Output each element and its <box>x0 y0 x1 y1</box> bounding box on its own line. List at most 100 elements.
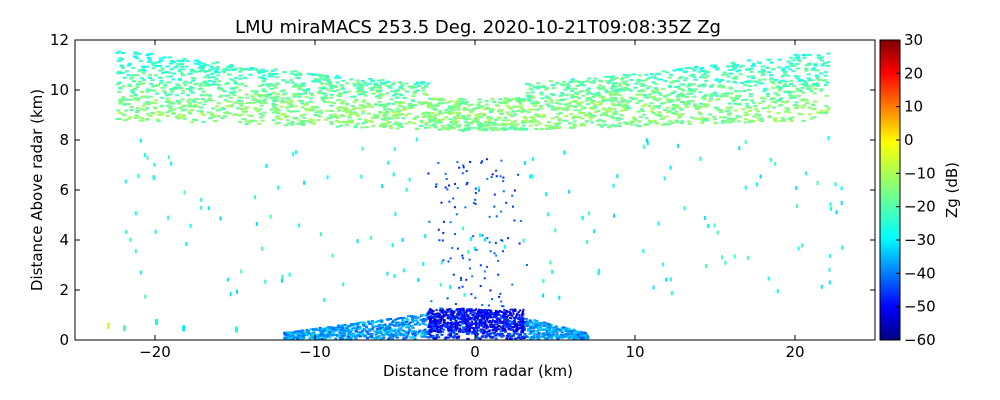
cirrus-cell <box>669 74 674 76</box>
cirrus-cell <box>224 68 229 71</box>
cirrus-cell <box>444 116 449 119</box>
clutter-cell <box>512 321 515 324</box>
cirrus-cell <box>678 115 682 117</box>
cirrus-cell <box>164 94 169 97</box>
clutter-cell <box>427 311 430 314</box>
cirrus-cell <box>593 77 598 80</box>
cirrus-cell <box>234 86 239 89</box>
cirrus-cell <box>276 121 281 124</box>
column-echo <box>474 296 477 299</box>
column-echo <box>448 200 451 203</box>
cirrus-cell <box>722 94 727 97</box>
cirrus-cell <box>751 63 756 65</box>
cirrus-cell <box>141 104 146 107</box>
boundary-layer-cell <box>330 334 334 337</box>
cirrus-cell <box>215 105 219 108</box>
cirrus-cell <box>456 125 461 128</box>
cirrus-cell <box>577 97 582 100</box>
boundary-layer-cell <box>529 337 533 340</box>
scatter-echo <box>828 254 831 258</box>
cirrus-cell <box>577 109 582 112</box>
cirrus-cell <box>412 117 417 120</box>
boundary-layer-cell <box>526 321 530 324</box>
boundary-layer-cell <box>311 333 314 336</box>
cirrus-cell <box>786 90 791 93</box>
clutter-cell <box>439 322 442 325</box>
column-echo <box>488 215 491 218</box>
clutter-cell <box>430 308 433 311</box>
cirrus-cell <box>759 117 764 120</box>
scatter-echo <box>756 182 759 187</box>
cirrus-cell <box>634 82 639 85</box>
y-tick-label: 6 <box>59 181 69 199</box>
clutter-cell <box>477 326 480 329</box>
boundary-layer-cell <box>343 332 347 335</box>
boundary-layer-cell <box>364 329 368 332</box>
cirrus-cell <box>686 100 691 103</box>
clutter-cell <box>459 311 461 314</box>
boundary-layer-cell <box>434 319 438 322</box>
cirrus-cell <box>789 120 794 123</box>
cirrus-cell <box>465 124 470 127</box>
cirrus-cell <box>437 102 442 105</box>
clutter-cell <box>475 320 477 323</box>
cirrus-cell <box>255 69 260 72</box>
cirrus-cell <box>297 119 302 122</box>
cirrus-cell <box>280 97 285 100</box>
cirrus-cell <box>117 82 122 84</box>
cirrus-cell <box>507 106 512 109</box>
scatter-echo <box>294 150 297 155</box>
clutter-cell <box>465 310 468 313</box>
cirrus-cell <box>676 97 681 100</box>
cirrus-cell <box>645 96 650 99</box>
cirrus-cell <box>623 121 628 124</box>
cirrus-cell <box>658 97 663 100</box>
cirrus-cell <box>587 77 591 80</box>
cirrus-cell <box>757 118 761 121</box>
clutter-cell <box>506 319 509 322</box>
cirrus-cell <box>186 94 191 97</box>
cirrus-cell <box>376 90 381 93</box>
cirrus-cell <box>686 102 691 105</box>
cirrus-cell <box>662 95 667 98</box>
cirrus-cell <box>497 117 502 120</box>
cirrus-cell <box>165 97 170 100</box>
cirrus-cell <box>439 112 444 115</box>
cirrus-cell <box>150 79 155 82</box>
scatter-echo <box>545 192 547 197</box>
cirrus-cell <box>528 124 533 127</box>
scatter-echo <box>394 212 397 217</box>
clutter-cell <box>489 323 492 326</box>
boundary-layer-cell <box>517 321 521 324</box>
clutter-cell <box>501 329 504 332</box>
cirrus-cell <box>433 120 438 123</box>
cirrus-cell <box>264 90 268 93</box>
cirrus-cell <box>223 112 228 114</box>
boundary-layer-cell <box>397 331 401 334</box>
boundary-layer-cell <box>406 331 410 334</box>
cirrus-cell <box>756 110 761 113</box>
cirrus-cell <box>771 86 776 89</box>
cirrus-cell <box>324 87 329 90</box>
cirrus-cell <box>727 102 732 105</box>
cirrus-cell <box>218 95 223 98</box>
cirrus-cell <box>687 82 692 85</box>
cirrus-cell <box>267 84 272 87</box>
cirrus-cell <box>725 65 730 68</box>
boundary-layer-cell <box>492 316 496 319</box>
cirrus-cell <box>261 90 266 93</box>
cirrus-cell <box>730 65 735 68</box>
column-echo <box>468 258 471 261</box>
boundary-layer-cell <box>403 323 407 326</box>
cirrus-cell <box>356 114 361 117</box>
cirrus-cell <box>702 83 707 86</box>
cirrus-cell <box>608 91 612 94</box>
cirrus-cell <box>469 110 474 113</box>
cirrus-cell <box>140 117 145 120</box>
clutter-cell <box>446 326 449 329</box>
cirrus-cell <box>136 109 140 112</box>
cirrus-cell <box>382 81 387 84</box>
cirrus-cell <box>516 109 521 112</box>
boundary-layer-cell <box>509 323 513 325</box>
clutter-cell <box>442 308 445 311</box>
